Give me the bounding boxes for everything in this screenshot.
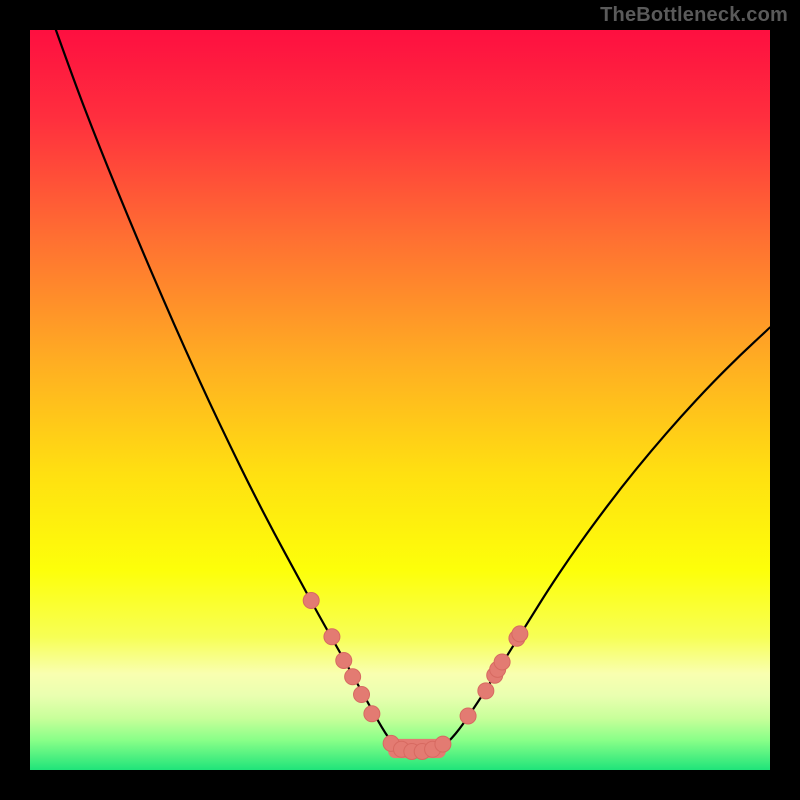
marker-left-4 xyxy=(354,687,370,703)
bottleneck-chart-svg xyxy=(0,0,800,800)
marker-trough-5 xyxy=(435,736,451,752)
marker-right-6 xyxy=(512,626,528,642)
marker-right-0 xyxy=(460,708,476,724)
marker-left-0 xyxy=(303,593,319,609)
marker-left-3 xyxy=(345,669,361,685)
marker-left-2 xyxy=(336,652,352,668)
plot-background xyxy=(30,30,770,770)
marker-left-5 xyxy=(364,706,380,722)
marker-right-4 xyxy=(494,654,510,670)
marker-right-1 xyxy=(478,683,494,699)
marker-left-1 xyxy=(324,629,340,645)
chart-container: TheBottleneck.com xyxy=(0,0,800,800)
watermark-text: TheBottleneck.com xyxy=(600,4,788,27)
